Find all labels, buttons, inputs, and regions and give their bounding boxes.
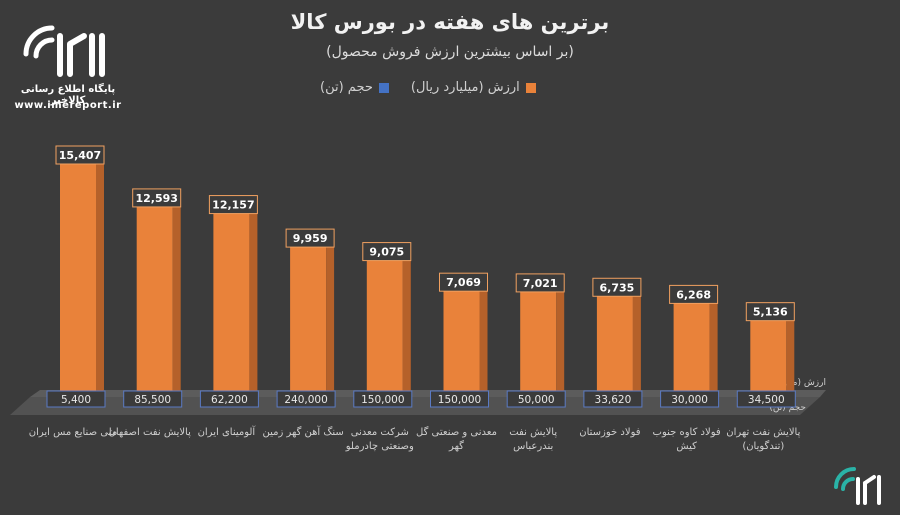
volume-data-label: 50,000 <box>518 394 555 406</box>
volume-data-label: 240,000 <box>284 394 327 406</box>
value-bar-side <box>786 311 795 395</box>
category-label: شرکت معدنی وصنعتی چادرملو <box>345 427 414 452</box>
value-bar <box>60 160 96 395</box>
value-label-box <box>745 302 795 322</box>
category-label: پالایش نفت بندرعباس <box>509 427 558 452</box>
value-label-box <box>439 272 488 292</box>
chart-title: برترین های هفته در بورس کالا <box>290 10 610 34</box>
category-label: فولاد کاوه جنوب کیش <box>652 427 721 452</box>
volume-data-label: 34,500 <box>748 394 785 406</box>
value-label-box <box>669 284 719 304</box>
logo-tagline: پایگاه اطلاع رسانی کالاخبر <box>20 84 116 106</box>
value-bar-side <box>709 294 718 395</box>
value-data-label: 12,593 <box>135 192 177 205</box>
value-bar-side <box>479 282 488 395</box>
value-bar <box>213 209 250 395</box>
value-data-label: 6,735 <box>600 281 635 294</box>
value-bar <box>366 256 403 395</box>
volume-label-box <box>123 390 183 408</box>
volume-data-label: 33,620 <box>595 394 632 406</box>
volume-data-label: 5,400 <box>61 394 91 406</box>
value-data-label: 6,268 <box>676 288 711 301</box>
legend-item-value: ارزش (میلیارد ریال) <box>411 80 536 95</box>
value-bar <box>596 292 633 395</box>
value-bar <box>750 316 787 395</box>
legend-swatch-value <box>525 82 536 93</box>
value-label-box <box>55 145 105 165</box>
volume-label-box <box>199 390 259 408</box>
value-bar-side <box>326 238 335 395</box>
value-bar <box>443 287 480 395</box>
category-label: پالایش نفت تهران (تندگویان) <box>726 427 801 452</box>
value-label-box <box>208 195 258 215</box>
volume-label-box <box>430 390 489 408</box>
legend-label-value: ارزش (میلیارد ریال) <box>410 80 520 95</box>
legend-label-volume: حجم (تن) <box>320 80 373 95</box>
kalakhabar-logo-icon <box>23 25 105 77</box>
volume-data-label: 85,500 <box>134 394 171 406</box>
legend-swatch-volume <box>378 82 389 93</box>
value-bar-side <box>172 197 181 395</box>
category-label: سنگ آهن گهر زمین <box>262 427 344 438</box>
value-data-label: 9,075 <box>369 246 404 259</box>
value-data-label: 7,069 <box>446 276 481 289</box>
volume-data-label: 30,000 <box>671 394 708 406</box>
volume-data-label: 150,000 <box>361 394 404 406</box>
value-bar <box>136 202 173 395</box>
volume-data-label: 62,200 <box>211 394 248 406</box>
volume-label-box <box>583 390 643 408</box>
value-bar-side <box>632 287 641 395</box>
legend-item-volume: حجم (تن) <box>320 80 389 95</box>
logo-url: www.imereport.ir <box>14 100 122 111</box>
volume-label-box <box>736 390 796 408</box>
category-label: پالایش نفت اصفهان <box>108 427 191 438</box>
category-label: ملی صنایع مس ایران <box>28 427 118 438</box>
value-label-box <box>285 228 335 248</box>
value-data-label: 7,021 <box>523 277 558 290</box>
volume-label-box <box>353 390 413 408</box>
value-data-label: 12,157 <box>212 199 254 212</box>
volume-label-box <box>46 390 106 408</box>
value-bar-side <box>402 251 411 395</box>
value-bar-side <box>249 204 258 395</box>
value-bar <box>290 243 327 395</box>
volume-data-label: 150,000 <box>438 394 481 406</box>
value-bar <box>673 299 710 395</box>
value-label-box <box>132 188 182 208</box>
category-label: معدنی و صنعتی گل گهر <box>416 427 497 452</box>
chart-subtitle: (بر اساس بیشترین ارزش فروش محصول) <box>326 44 574 60</box>
value-bar <box>520 287 557 395</box>
value-bar-side <box>96 155 104 395</box>
axis-label-volume: حجم (تن) <box>769 403 806 413</box>
value-label-box <box>592 277 642 297</box>
legend: ارزش (میلیارد ریال) حجم (تن) <box>320 80 536 95</box>
value-data-label: 5,136 <box>753 306 788 319</box>
category-label: فولاد خوزستان <box>579 427 641 438</box>
category-label: آلومینای ایران <box>197 427 256 438</box>
value-bar-side <box>556 282 565 395</box>
value-label-box <box>362 242 412 262</box>
value-data-label: 15,407 <box>59 149 101 162</box>
watermark-logo-icon <box>834 467 881 505</box>
volume-label-box <box>276 390 336 408</box>
volume-label-box <box>660 390 720 408</box>
value-label-box <box>515 273 565 293</box>
volume-label-box <box>506 390 566 408</box>
value-data-label: 9,959 <box>293 232 328 245</box>
